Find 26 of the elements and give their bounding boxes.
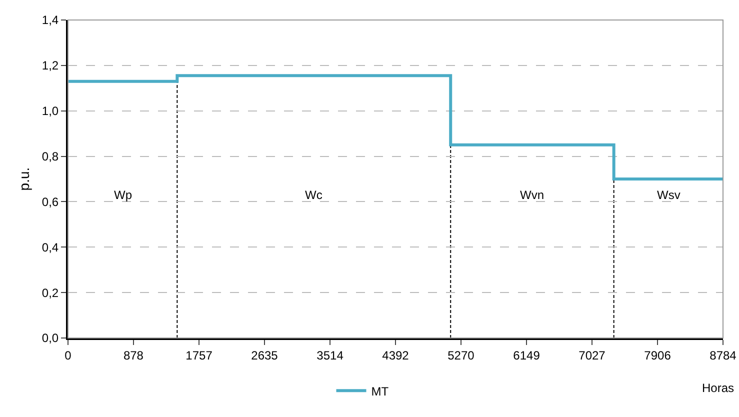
legend-label: MT — [371, 384, 390, 398]
y-tick-label: 0,2 — [42, 286, 59, 300]
y-tick-label: 0,4 — [42, 240, 59, 254]
x-tick-label: 5270 — [448, 348, 475, 362]
y-tick-label: 1,2 — [42, 58, 59, 73]
x-axis-title: Horas — [702, 381, 734, 395]
x-tick-label: 8784 — [710, 348, 737, 362]
x-tick-label: 878 — [123, 348, 144, 362]
x-tick-label: 2635 — [251, 348, 278, 362]
y-tick-label: 0,6 — [42, 194, 59, 209]
annotation: Wc — [305, 188, 322, 202]
annotation: Wp — [114, 188, 132, 202]
x-tick-label: 0 — [64, 348, 72, 362]
annotation: Wvn — [520, 188, 544, 202]
x-tick-label: 1757 — [186, 348, 213, 362]
x-tick-label: 7906 — [644, 348, 672, 362]
y-tick-label: 0,8 — [42, 149, 59, 164]
x-tick-label: 4392 — [382, 348, 410, 362]
x-tick-label: 6149 — [513, 348, 540, 362]
y-tick-label: 1,0 — [42, 104, 59, 118]
y-tick-label: 0,0 — [42, 331, 59, 346]
annotation: Wsv — [657, 188, 680, 202]
x-tick-label: 7027 — [578, 348, 606, 362]
y-tick-label: 1,4 — [42, 13, 59, 28]
x-tick-label: 3514 — [316, 348, 344, 362]
y-axis-title: p.u. — [16, 167, 32, 191]
